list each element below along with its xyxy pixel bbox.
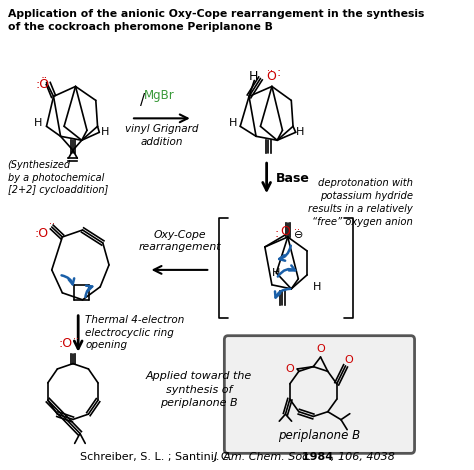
Text: :: :: [274, 227, 278, 240]
Text: ..: ..: [293, 222, 300, 232]
Text: H: H: [312, 282, 321, 292]
Text: /: /: [140, 93, 145, 108]
Text: Applied toward the
synthesis of
periplanone B: Applied toward the synthesis of periplan…: [146, 371, 252, 408]
Text: periplanone B: periplanone B: [278, 430, 361, 442]
Text: , 106, 4038: , 106, 4038: [331, 452, 395, 462]
Text: ..: ..: [49, 216, 55, 226]
Text: :O: :O: [59, 337, 73, 350]
Text: H: H: [34, 118, 42, 128]
Text: deprotonation with
potassium hydride
results in a relatively
“free” oxygen anion: deprotonation with potassium hydride res…: [308, 178, 413, 227]
FancyBboxPatch shape: [224, 336, 415, 454]
Text: ..: ..: [73, 331, 80, 341]
Text: H: H: [272, 268, 281, 278]
Text: :Ö: :Ö: [36, 78, 50, 91]
Text: J. Am. Chem. Soc.: J. Am. Chem. Soc.: [214, 452, 312, 462]
Text: Thermal 4-electron
electrocyclic ring
opening: Thermal 4-electron electrocyclic ring op…: [85, 315, 184, 350]
Text: Application of the anionic Oxy-Cope rearrangement in the synthesis
of the cockro: Application of the anionic Oxy-Cope rear…: [8, 8, 424, 32]
Text: O: O: [345, 355, 354, 365]
Text: O: O: [280, 225, 290, 237]
Text: Schreiber, S. L. ; Santini, C.: Schreiber, S. L. ; Santini, C.: [80, 452, 236, 462]
Text: Oxy-Cope
rearrangement: Oxy-Cope rearrangement: [138, 229, 221, 252]
Text: H: H: [248, 70, 258, 83]
Text: O: O: [266, 70, 276, 83]
Text: ⊖: ⊖: [293, 230, 303, 240]
Text: Base: Base: [275, 172, 310, 185]
Text: :O: :O: [34, 227, 48, 240]
Text: 1984: 1984: [298, 452, 333, 462]
Text: MgBr: MgBr: [144, 89, 175, 102]
Text: ..: ..: [267, 63, 273, 73]
Text: vinyl Grignard
addition: vinyl Grignard addition: [125, 125, 199, 147]
Text: :: :: [277, 66, 281, 79]
Text: O: O: [286, 364, 294, 374]
Text: O: O: [316, 344, 325, 354]
Text: H: H: [100, 127, 109, 137]
Text: (Synthesized
by a photochemical
[2+2] cycloaddition]: (Synthesized by a photochemical [2+2] cy…: [8, 160, 108, 195]
Text: H: H: [296, 127, 304, 137]
Text: H: H: [229, 118, 237, 128]
